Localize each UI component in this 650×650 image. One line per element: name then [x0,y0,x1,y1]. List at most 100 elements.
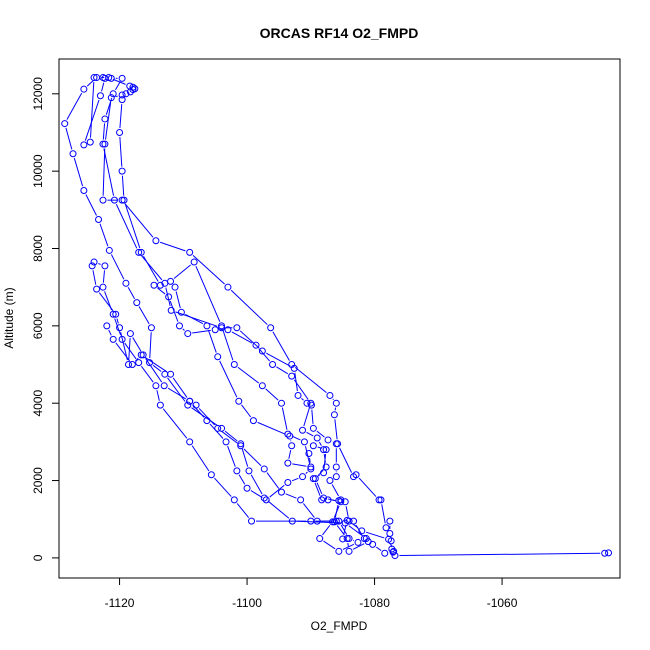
data-point [309,442,317,450]
data-point [186,438,194,446]
data-point [101,115,109,123]
series-3-segment [304,446,311,465]
x-axis-label: O2_FMPD [311,619,368,633]
data-point [118,196,126,204]
series-4-segment [317,469,324,476]
data-point [326,477,334,485]
series-3-segment [309,457,311,463]
data-point [385,535,393,543]
data-point [224,283,232,291]
data-point [297,496,305,504]
data-point [80,141,88,149]
series-3-segment [191,445,210,472]
series-3-segment [192,404,205,418]
data-point [337,498,345,506]
series-3-segment [336,525,345,536]
data-point [118,74,126,82]
data-point [249,417,257,425]
series-1-segment [241,447,249,467]
data-point [230,496,238,504]
data-point [284,478,292,486]
data-point [86,138,94,146]
data-point [101,262,109,270]
data-point [175,322,183,330]
series-2-segment [90,82,95,138]
series-4-segment [323,540,336,550]
series-4-segment [285,493,297,499]
data-point [177,308,185,316]
data-point [309,475,317,483]
series-4-segment [318,441,322,446]
series-1-segment [267,500,290,519]
data-point [160,382,168,390]
data-point [103,322,111,330]
data-point [307,399,315,407]
data-point [112,310,120,318]
y-tick-label: 10000 [31,154,45,188]
data-point [260,465,268,473]
series-2-segment [115,204,138,249]
series-1-segment [348,525,363,537]
data-point [307,465,315,473]
data-point [214,424,222,432]
data-point [171,283,179,291]
data-point [332,473,340,481]
series-1-segment [105,102,112,140]
data-point [322,446,330,454]
data-point [147,324,155,332]
series-3-segment [347,542,349,547]
series-2-segment [102,123,106,140]
data-point [218,322,226,330]
series-1-segment [294,366,327,394]
data-point [307,463,315,471]
x-tick-label: -1060 [487,596,518,610]
data-point [288,442,296,450]
series-1-segment [138,306,150,325]
series-3-segment [288,450,292,459]
series-2-segment [301,398,304,401]
series-1-segment [110,254,125,280]
series-4-segment [327,498,337,502]
series-4-segment [198,408,216,426]
data-point [345,547,353,555]
series-3-segment [292,463,307,467]
x-tick-label: -1080 [359,596,390,610]
data-point [343,535,351,543]
series-3-segment [104,291,113,311]
series-4-segment [172,377,188,398]
data-point [122,279,130,287]
series-4-segment [182,328,185,331]
data-point [267,324,275,332]
data-point [350,473,358,481]
series-1-segment [127,286,136,299]
series-3-segment [305,471,308,474]
series-2-segment [311,409,314,424]
series-4-segment [266,472,280,489]
data-point [116,128,124,136]
x-axis: -1120 -1100 -1080 -1060 [105,577,518,610]
data-point [184,401,192,409]
data-point [389,548,397,556]
data-point [377,496,385,504]
series-1-segment [334,419,338,440]
data-point [190,258,198,266]
data-point [326,391,334,399]
series-1-segment [381,504,386,524]
data-point [110,196,118,204]
data-point [120,196,128,204]
series-3-segment [156,390,160,401]
series-4-segment [119,136,123,167]
series-3-segment [291,477,299,482]
data-point [211,326,219,334]
series-4-segment [276,366,289,375]
data-point [99,283,107,291]
series-3-segment [237,366,260,384]
series-2-segment [84,99,100,141]
series-2-segment [105,97,113,115]
data-point [350,517,358,525]
data-point [303,399,311,407]
data-point [258,347,266,355]
series-1-segment [272,331,290,361]
data-point [156,281,164,289]
series-3-segment [114,318,122,336]
